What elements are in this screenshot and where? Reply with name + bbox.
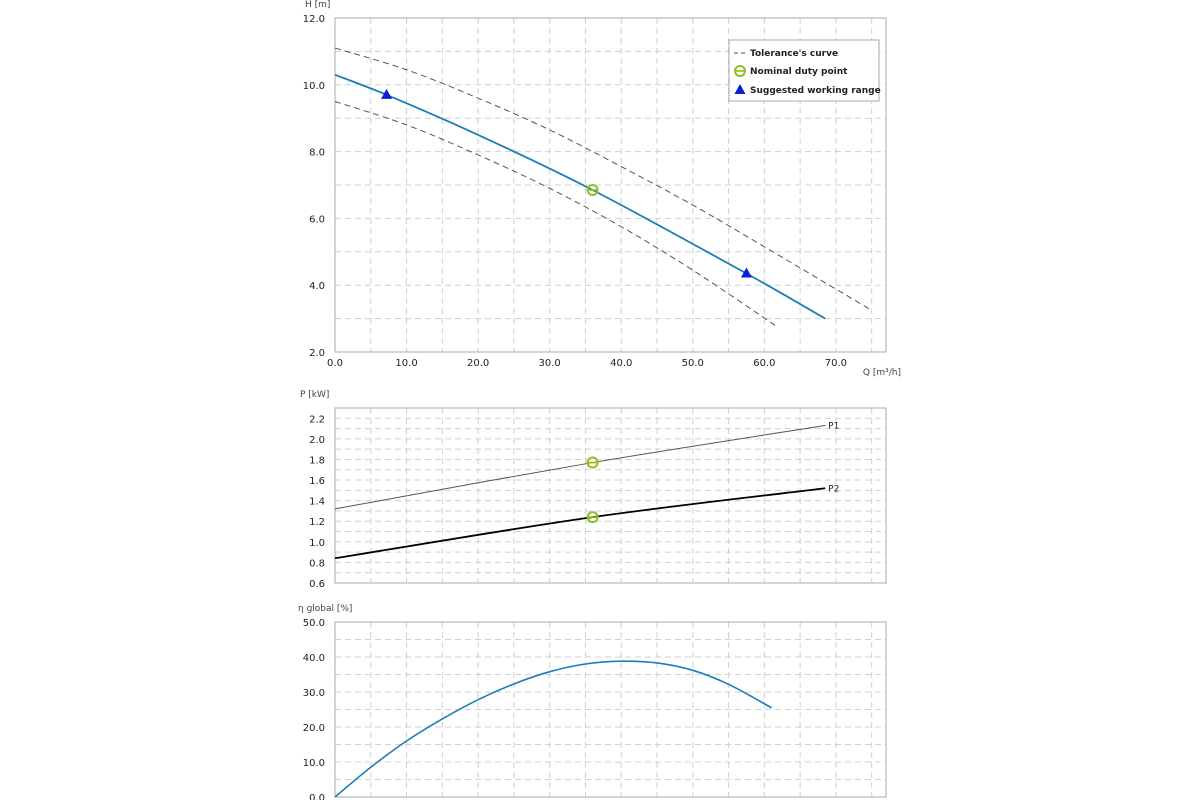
plot-frame — [334, 17, 887, 353]
x-axis-title: Q [m³/h] — [863, 368, 901, 378]
legend-duty-label: Nominal duty point — [750, 67, 848, 77]
y-axis-title: P [kW] — [300, 390, 329, 400]
efficiency-curve — [334, 660, 772, 798]
x-tick-label: 30.0 — [539, 358, 561, 369]
y-tick-label: 1.0 — [309, 538, 325, 549]
y-tick-label: 2.0 — [309, 435, 325, 446]
y-tick-label: 6.0 — [309, 214, 325, 225]
y-tick-label: 2.2 — [309, 414, 325, 425]
tolerance-upper-curve — [334, 47, 872, 311]
tolerance-lower-curve — [334, 101, 776, 326]
y-tick-label: 0.6 — [309, 579, 325, 590]
y-tick-label: 40.0 — [303, 653, 325, 664]
y-tick-label: 50.0 — [303, 618, 325, 629]
y-tick-label: 20.0 — [303, 723, 325, 734]
x-tick-label: 50.0 — [682, 358, 704, 369]
y-tick-label: 10.0 — [303, 758, 325, 769]
legend-frame — [728, 39, 880, 102]
plot-frame — [334, 621, 887, 798]
plot-frame — [334, 407, 887, 584]
y-tick-label: 1.4 — [309, 497, 325, 508]
working-range-marker — [740, 267, 752, 278]
y-tick-label: 8.0 — [309, 148, 325, 159]
y-tick-label: 0.0 — [309, 793, 325, 800]
x-tick-label: 20.0 — [467, 358, 489, 369]
x-tick-label: 40.0 — [610, 358, 632, 369]
working-range-marker — [381, 88, 393, 99]
head-curve — [334, 73, 826, 320]
y-tick-label: 0.8 — [309, 558, 325, 569]
legend-tolerance-label: Tolerance's curve — [750, 49, 838, 59]
p1-curve-label: P1 — [828, 422, 839, 432]
y-tick-label: 10.0 — [303, 81, 325, 92]
p2-curve-label: P2 — [828, 484, 839, 494]
y-tick-label: 30.0 — [303, 688, 325, 699]
legend: Tolerance's curve Nominal duty point Sugge… — [728, 39, 881, 102]
legend-range-label: Suggested working range — [750, 86, 881, 96]
y-tick-label: 1.8 — [309, 455, 325, 466]
x-tick-label: 70.0 — [825, 358, 847, 369]
efficiency-chart-panel: 0.0 10.0 20.0 30.0 40.0 50.0 η global [%] — [298, 604, 887, 804]
head-chart-panel: 2.0 4.0 6.0 8.0 10.0 12.0 0.0 10.0 20.0 30.0 40.0 5… — [303, 0, 901, 378]
power-chart-panel: 0.6 0.8 1.0 1.2 1.4 1.6 1.8 2.0 2.2 P [kW] P1 P2 — [300, 390, 887, 590]
p2-curve — [334, 487, 826, 560]
x-tick-label: 10.0 — [395, 358, 417, 369]
legend-range-swatch — [734, 84, 746, 94]
x-tick-label: 60.0 — [753, 358, 775, 369]
y-axis-title: H [m] — [305, 0, 330, 10]
y-axis-title: η global [%] — [298, 604, 352, 614]
y-tick-label: 4.0 — [309, 281, 325, 292]
x-tick-label: 0.0 — [327, 358, 343, 369]
y-tick-label: 2.0 — [309, 348, 325, 359]
y-tick-label: 1.2 — [309, 517, 325, 528]
y-tick-label: 12.0 — [303, 14, 325, 25]
y-tick-label: 1.6 — [309, 476, 325, 487]
